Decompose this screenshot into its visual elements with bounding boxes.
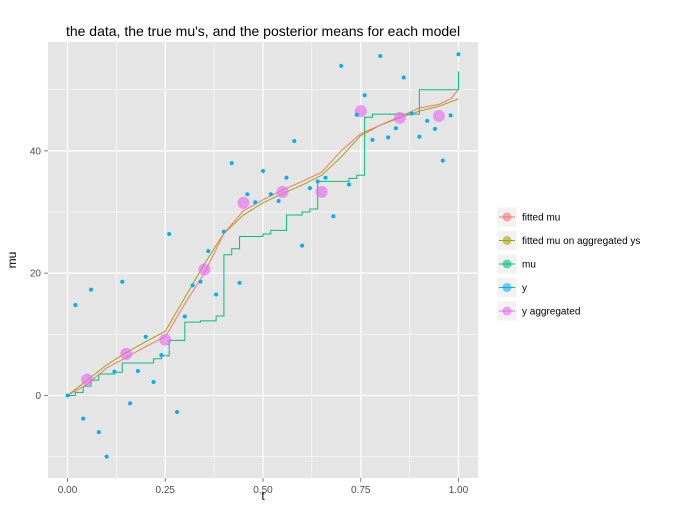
aggregated-point [315, 185, 328, 198]
data-point [456, 52, 461, 57]
data-point [393, 126, 398, 131]
aggregated-point [198, 263, 211, 276]
x-tick-label: 0.50 [253, 485, 273, 496]
aggregated-point [237, 196, 250, 209]
data-point [354, 112, 359, 117]
data-point [386, 135, 391, 140]
data-point [339, 63, 344, 68]
legend-item-mu: mu [496, 253, 536, 275]
data-point [120, 279, 125, 284]
legend-key-point [502, 283, 512, 292]
data-point [182, 314, 187, 319]
y-tick-label: 0 [35, 391, 41, 402]
data-point [347, 182, 351, 187]
data-point [221, 229, 226, 234]
data-point [143, 334, 148, 339]
data-point [135, 368, 140, 373]
x-tick-label: 0.25 [156, 485, 176, 496]
data-point [89, 287, 93, 292]
data-point [206, 249, 211, 254]
legend-item-y: y [496, 277, 527, 298]
data-point [378, 54, 383, 59]
series-fitted-mu [67, 89, 459, 396]
legend-label: mu [522, 260, 536, 271]
legend-item-fitted-mu: fitted mu [496, 206, 560, 228]
data-point [73, 302, 78, 307]
data-point [96, 430, 101, 435]
data-point [128, 401, 133, 406]
data-point [190, 283, 195, 288]
aggregated-point [393, 111, 406, 124]
data-point [229, 161, 234, 166]
data-point [214, 292, 219, 297]
data-point [401, 75, 406, 80]
data-point [151, 379, 156, 384]
aggregated-point [432, 109, 445, 122]
legend-label: fitted mu [522, 213, 560, 224]
legend-label: y [522, 283, 527, 294]
data-point [198, 279, 203, 284]
aggregated-point [159, 333, 172, 346]
data-point [300, 243, 305, 248]
line-fitted-mu [67, 89, 459, 396]
x-tick-label: 0.75 [351, 485, 371, 496]
series-fitted-mu-on-aggregated-ys [67, 98, 459, 396]
data-point [175, 409, 179, 414]
legend-key-point [502, 236, 512, 245]
data-point [307, 186, 312, 191]
step-line-mu [67, 71, 459, 396]
series-mu [67, 71, 459, 396]
series-layer [65, 52, 461, 459]
x-axis-title: t [261, 489, 265, 503]
data-point [425, 118, 430, 123]
data-point [370, 137, 375, 142]
series-y [65, 52, 461, 459]
chart-title: the data, the true mu's, and the posteri… [66, 23, 460, 39]
data-point [253, 200, 258, 205]
legend-key-point [502, 259, 512, 269]
data-point [440, 158, 445, 163]
y-tick-label: 20 [30, 269, 42, 280]
data-point [292, 139, 297, 144]
legend-label: fitted mu on aggregated ys [522, 236, 640, 247]
data-point [331, 214, 336, 219]
data-point [245, 192, 250, 197]
data-point [323, 175, 328, 180]
data-point [167, 232, 172, 237]
data-point [104, 454, 109, 459]
data-point [65, 393, 70, 398]
data-point [362, 93, 367, 98]
legend-label: y aggregated [522, 307, 580, 318]
y-tick-label: 40 [30, 146, 42, 157]
line-fitted-mu-on-aggregated-ys [67, 98, 459, 396]
data-point [315, 179, 320, 184]
data-point [268, 192, 273, 197]
x-tick-label: 1.00 [449, 485, 469, 496]
data-point [284, 175, 289, 180]
x-tick-label: 0.00 [58, 485, 78, 496]
data-point [409, 111, 414, 116]
legend-key-point [502, 306, 512, 316]
aggregated-point [81, 373, 94, 386]
data-point [261, 169, 265, 174]
data-point [159, 353, 164, 358]
data-point [112, 369, 117, 374]
axes: 0.00 0.25 0.50 0.75 1.00 0 20 40 [30, 146, 469, 496]
data-point [276, 198, 281, 203]
data-point [237, 280, 242, 285]
legend-item-y-aggregated: y aggregated [496, 300, 580, 322]
legend-item-fitted-mu-on-aggregated-ys: fitted mu on aggregated ys [496, 230, 640, 251]
aggregated-point [276, 185, 289, 198]
legend-key-point [502, 212, 512, 222]
y-axis-title: mu [5, 252, 19, 269]
aggregated-point [120, 347, 133, 360]
legend: fitted mu fitted mu on aggregated ys mu y y … [496, 206, 640, 322]
data-point [448, 113, 453, 118]
data-point [81, 416, 86, 421]
series-y-aggregated [81, 105, 445, 386]
data-point [433, 126, 437, 131]
data-point [417, 134, 422, 139]
